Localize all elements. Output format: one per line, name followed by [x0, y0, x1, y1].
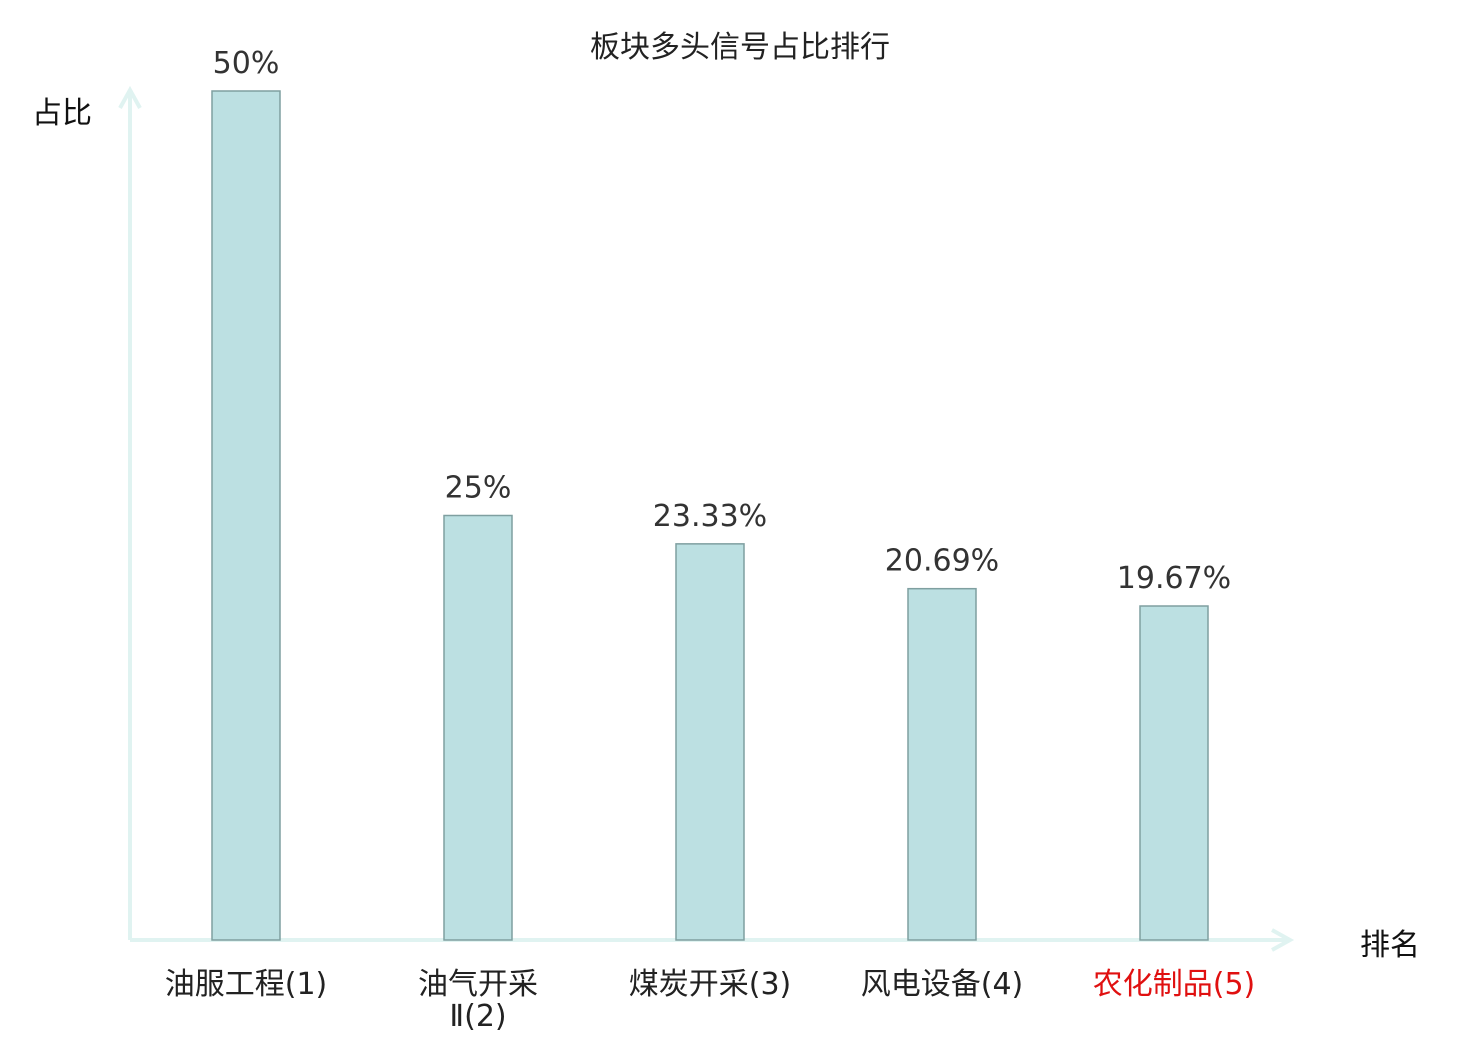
bars [211, 90, 1209, 941]
category-label: 风电设备(4) [861, 967, 1024, 1002]
x-axis-arrow [1271, 928, 1295, 952]
value-label: 50% [213, 46, 280, 81]
x-axis-label: 排名 [1360, 928, 1420, 963]
y-axis-label: 占比 [32, 96, 92, 131]
bar [907, 587, 977, 941]
category-label: 煤炭开采(3) [629, 967, 792, 1002]
category-label: 农化制品(5) [1093, 967, 1256, 1002]
value-label: 19.67% [1117, 561, 1231, 596]
value-label: 23.33% [653, 499, 767, 534]
bar [675, 543, 745, 941]
bar [443, 514, 513, 941]
value-label: 25% [445, 471, 512, 506]
y-axis-arrow [118, 85, 142, 109]
category-label: 油气开采 [418, 967, 538, 1002]
value-label: 20.69% [885, 544, 999, 579]
category-label: Ⅱ(2) [449, 999, 506, 1034]
bar [1139, 605, 1209, 941]
bar [211, 90, 281, 941]
chart-title: 板块多头信号占比排行 [590, 30, 890, 65]
category-label: 油服工程(1) [165, 967, 328, 1002]
